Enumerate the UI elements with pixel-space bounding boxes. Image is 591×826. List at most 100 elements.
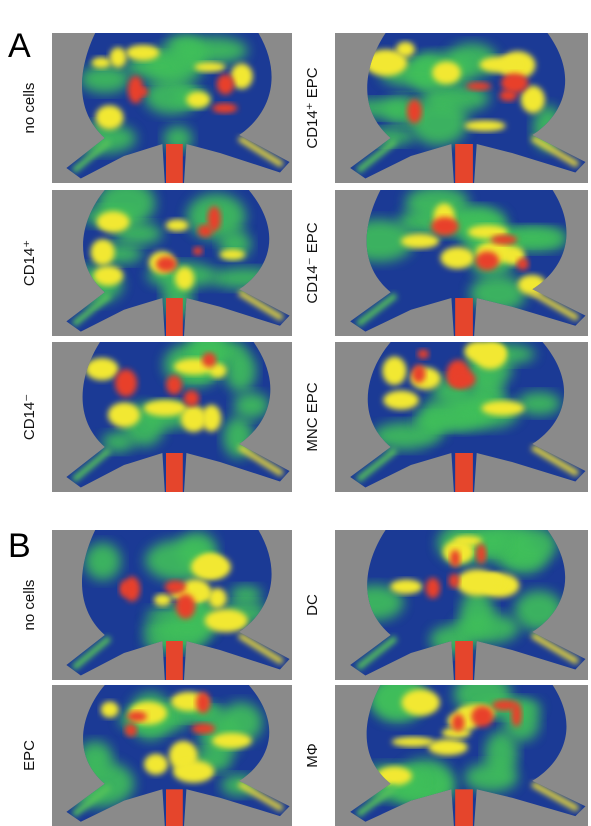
tail — [455, 789, 473, 826]
heat-blob — [79, 65, 131, 94]
heat-blob — [409, 98, 468, 146]
heat-blob — [96, 211, 130, 233]
heat — [66, 190, 284, 336]
leg — [237, 444, 284, 477]
heat-blob — [233, 392, 270, 419]
heat-blob — [506, 530, 558, 565]
heat-blob — [172, 760, 215, 783]
heat-blob — [91, 57, 111, 69]
heat-blob — [201, 404, 222, 432]
heat — [355, 342, 580, 492]
image-label: EPC — [21, 740, 38, 771]
leg — [530, 632, 580, 665]
heat-blob — [216, 74, 235, 95]
heat-blob — [192, 246, 203, 256]
heat-blob — [456, 569, 499, 596]
heat-blob — [156, 256, 177, 272]
heat-blob — [183, 390, 200, 407]
heat-blob — [471, 705, 494, 727]
heat-blob — [372, 422, 436, 450]
heat-blob — [204, 609, 248, 633]
heat-blob — [211, 732, 252, 749]
tail — [455, 453, 473, 492]
heat-blob — [499, 89, 518, 102]
leg — [530, 781, 580, 812]
heat-blob — [180, 405, 207, 433]
heat-blob — [127, 75, 144, 104]
heat-blob — [90, 239, 115, 266]
leg — [71, 635, 112, 671]
heat-blob — [383, 390, 419, 410]
heat-blob — [479, 56, 521, 73]
heat-blob — [165, 219, 189, 232]
heat-blob — [395, 41, 415, 58]
heat-blob — [411, 364, 426, 384]
leg — [355, 784, 398, 818]
heat-blob — [464, 120, 506, 132]
heat-blob — [481, 400, 525, 416]
heat-blob — [125, 44, 160, 61]
image-label: no cells — [21, 580, 38, 631]
heat-blob — [516, 258, 529, 271]
heat-blob — [440, 246, 475, 269]
leg — [355, 635, 398, 671]
image-label: CD14⁺ — [21, 240, 38, 286]
heat-blob — [417, 349, 429, 359]
heat-blob — [143, 399, 187, 417]
heat — [355, 685, 580, 826]
image-label: CD14⁻ EPC — [304, 222, 321, 303]
heat-blob — [175, 593, 196, 619]
tail — [166, 298, 183, 336]
heat-blob — [476, 543, 487, 564]
tail — [455, 641, 473, 680]
heat-blob — [431, 216, 459, 236]
perfusion-image — [52, 190, 292, 336]
heat — [71, 531, 284, 680]
heat-blob — [520, 85, 545, 114]
leg — [71, 784, 112, 818]
leg — [71, 292, 112, 327]
heat-blob — [197, 224, 213, 238]
heat-blob — [95, 105, 124, 130]
heat-blob — [100, 701, 119, 718]
tail — [166, 453, 183, 492]
heat-blob — [449, 370, 476, 389]
heat-blob — [153, 594, 172, 607]
perfusion-image — [52, 33, 292, 183]
image-label: MNC EPC — [304, 382, 321, 451]
heat-blob — [382, 356, 407, 386]
leg — [237, 135, 284, 168]
leg — [355, 447, 398, 483]
tail — [166, 789, 183, 826]
heat-blob — [101, 432, 134, 453]
heat-blob — [84, 542, 122, 581]
leg — [71, 447, 112, 483]
heat-blob — [114, 369, 138, 397]
tail — [455, 144, 473, 183]
perfusion-image — [335, 685, 588, 826]
heat-blob — [400, 233, 440, 249]
heat-blob — [164, 580, 187, 594]
heat-blob — [209, 363, 227, 378]
panel-letter: B — [8, 527, 31, 565]
heat — [66, 691, 284, 826]
heat-blob — [490, 234, 518, 245]
perfusion-image — [52, 685, 292, 826]
heat-blob — [174, 266, 195, 291]
heat-blob — [119, 580, 132, 597]
heat-blob — [451, 714, 465, 732]
perfusion-image — [335, 33, 588, 183]
heat-blob — [475, 251, 500, 271]
heat-blob — [219, 702, 263, 743]
heat-blob — [190, 554, 231, 581]
heat-blob — [165, 34, 198, 56]
heat-blob — [425, 577, 441, 599]
image-label: no cells — [21, 83, 38, 134]
heat-blob — [511, 702, 522, 727]
heat-blob — [473, 342, 507, 370]
perfusion-image — [335, 530, 588, 680]
heat-blob — [109, 47, 127, 68]
heat-blob — [492, 699, 518, 711]
perfusion-image — [52, 530, 292, 680]
